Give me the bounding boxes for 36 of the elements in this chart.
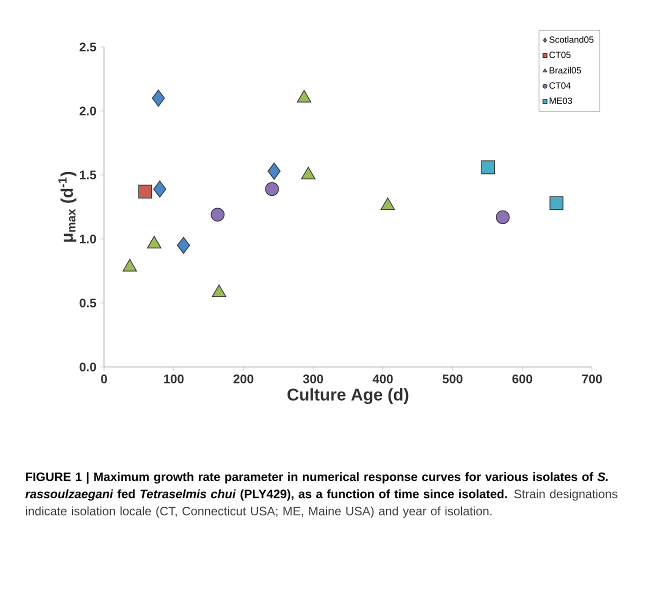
- point: [152, 90, 165, 107]
- y-tick-label: 0.0: [80, 362, 96, 372]
- legend-label: Scotland05: [549, 36, 594, 43]
- point: [153, 180, 166, 198]
- point: [138, 184, 152, 199]
- legend-label: ME03: [550, 98, 572, 104]
- point: [268, 162, 281, 180]
- x-tick-label: 0: [101, 374, 107, 384]
- point: [210, 208, 225, 222]
- x-tick-label: 100: [164, 374, 184, 384]
- y-tick-label: 2.0: [80, 106, 96, 116]
- point: [265, 182, 279, 196]
- x-axis-title: Culture Age (d): [288, 388, 408, 404]
- point: [176, 236, 190, 254]
- point: [496, 210, 510, 224]
- legend-label: Brazil05: [550, 66, 581, 74]
- y-tick-label: 1.5: [80, 170, 96, 180]
- legend-label: CT04: [549, 82, 571, 89]
- text: rassoulzaegani fed Tetraselmis chui (PLY429), as a function of time since isolated.: [25, 489, 507, 501]
- x-tick-label: 700: [582, 374, 602, 384]
- point: [550, 196, 564, 210]
- y-tick-label: 2.5: [80, 42, 96, 52]
- x-tick-label: 300: [303, 374, 324, 384]
- x-tick-label: 200: [233, 374, 254, 384]
- y-tick-label: 1.0: [80, 234, 96, 244]
- text: indicate isolation locale (CT, Connecticut USA; ME, Maine USA) and year of isolation.: [26, 506, 492, 518]
- y-tick-label: 0.5: [80, 298, 96, 308]
- point: [481, 160, 496, 174]
- text: FIGURE 1 | Maximum growth rate parameter in numerical response curves for various isolates of S.: [26, 472, 608, 484]
- legend-label: CT05: [549, 52, 571, 58]
- x-tick-label: 400: [372, 374, 393, 384]
- x-tick-label: 500: [442, 374, 462, 384]
- text: Strain designations: [514, 489, 618, 501]
- y-axis-title: μ$_{max}$ (d$^{-1}$): [58, 172, 76, 242]
- x-tick-label: 600: [512, 374, 532, 384]
- point: [212, 284, 226, 298]
